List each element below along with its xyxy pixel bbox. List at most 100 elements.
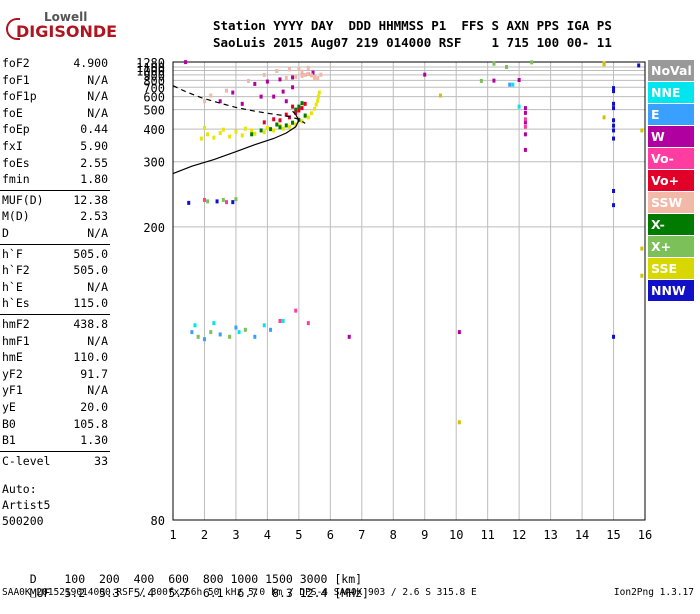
data-point (265, 125, 269, 130)
y-tick-label: 400 (143, 123, 165, 137)
param-row: h`E N/A (2, 280, 108, 296)
data-point (275, 68, 279, 73)
muf-label: MUF (29, 586, 51, 600)
param-name: h`F (2, 246, 23, 261)
legend-item: W (648, 126, 694, 147)
data-point (291, 85, 295, 90)
data-point (306, 71, 310, 76)
data-point (423, 72, 427, 77)
data-point (278, 125, 282, 130)
data-point (215, 199, 219, 204)
data-point (294, 110, 298, 115)
param-row: MUF(D) 12.38 (2, 193, 108, 209)
x-tick-label: 8 (390, 528, 397, 542)
legend-item: Vo+ (648, 170, 694, 191)
auto-label: Auto: (2, 482, 37, 496)
data-point (284, 123, 288, 128)
legend-item: SSW (648, 192, 694, 213)
data-point (262, 72, 266, 77)
y-tick-label: 200 (143, 221, 165, 235)
param-value: 505.0 (73, 246, 108, 261)
data-point (523, 120, 527, 125)
data-point (231, 200, 235, 205)
param-name: h`E (2, 279, 23, 294)
x-tick-label: 2 (201, 528, 208, 542)
muf-distance-row: D 100 200 400 600 800 1000 1500 3000 [km… (2, 558, 362, 600)
data-point (202, 99, 206, 104)
y-tick-label: 80 (151, 514, 165, 528)
data-point (294, 74, 298, 79)
x-tick-label: 10 (449, 528, 463, 542)
data-point (505, 64, 509, 69)
param-value: 505.0 (73, 263, 108, 278)
x-tick-label: 16 (638, 528, 652, 542)
param-row: hmE 110.0 (2, 350, 108, 366)
data-point (523, 117, 527, 122)
data-point (316, 98, 320, 103)
param-row: yE 20.0 (2, 400, 108, 416)
param-name: foF1 (2, 72, 30, 87)
data-point (218, 99, 222, 104)
param-name: hmF1 (2, 333, 30, 348)
data-point (247, 78, 251, 83)
data-point (612, 128, 616, 133)
data-point (228, 334, 232, 339)
data-point (438, 93, 442, 98)
param-row: yF1 N/A (2, 383, 108, 399)
x-tick-label: 3 (232, 528, 239, 542)
data-point (303, 72, 307, 77)
param-row: C-level 33 (2, 454, 108, 470)
data-point (294, 308, 298, 313)
param-row: foF2 4.900 (2, 56, 108, 72)
data-point (479, 78, 483, 83)
param-name: fxI (2, 139, 23, 153)
data-point (209, 93, 213, 98)
data-point (221, 127, 225, 132)
data-point (281, 318, 285, 323)
legend-item: X- (648, 214, 694, 235)
data-point (212, 135, 216, 140)
data-point (212, 321, 216, 326)
data-point (297, 104, 301, 109)
data-point (193, 323, 197, 328)
data-point (347, 334, 351, 339)
data-point (253, 131, 257, 136)
plot-frame (172, 61, 646, 521)
param-value: N/A (87, 105, 108, 120)
data-point (317, 90, 321, 95)
distance-values: 100 200 400 600 800 1000 1500 3000 [km] (64, 572, 363, 586)
y-tick-label: 300 (143, 156, 165, 170)
param-value: 1.30 (80, 433, 108, 448)
data-point (243, 126, 247, 131)
data-point (240, 133, 244, 138)
muf-values: 5.2 5.3 5.4 5.7 6.1 6.7 8.3 12.4 [MHz] (64, 586, 369, 600)
data-point (253, 81, 257, 86)
ionogram-plot: 1 2 3 4 5 6 7 8 9 10 11 12 13 14 15 1680200300400500600… (136, 56, 652, 542)
x-tick-label: 12 (512, 528, 526, 542)
data-point (234, 129, 238, 134)
data-point (234, 325, 238, 330)
param-row: fmin 1.80 (2, 172, 108, 188)
data-point (250, 132, 254, 137)
data-point (612, 118, 616, 123)
data-point (306, 65, 310, 70)
data-point (316, 94, 320, 99)
header-line1: Station YYYY DAY DDD HHMMSS P1 FFS S AXN… (213, 18, 612, 33)
param-name: foF2 (2, 56, 30, 70)
param-name: yF2 (2, 366, 23, 381)
data-point (297, 66, 301, 71)
data-point (206, 132, 210, 137)
data-point (309, 73, 313, 78)
data-point (306, 115, 310, 120)
artist-label: Artist5 (2, 498, 51, 512)
param-name: foE (2, 105, 23, 120)
param-value: N/A (87, 383, 108, 398)
data-point (612, 106, 616, 111)
muf-frequency-row: MUF 5.2 5.3 5.4 5.7 6.1 6.7 8.3 12.4 [MH… (2, 572, 369, 614)
param-name: yF1 (2, 383, 23, 398)
data-point (297, 108, 301, 113)
data-point (202, 125, 206, 130)
legend-item: X+ (648, 236, 694, 257)
param-separator (0, 314, 110, 315)
data-point (187, 200, 191, 205)
